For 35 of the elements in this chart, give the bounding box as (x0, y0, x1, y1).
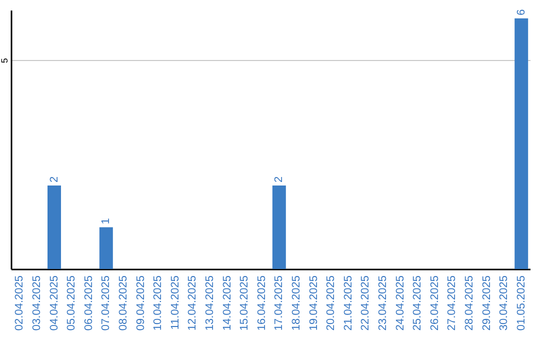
x-tick-label: 05.04.2025 (66, 276, 78, 331)
x-tick-label: 03.04.2025 (30, 276, 43, 331)
x-tick-label: 07.04.2025 (100, 276, 112, 331)
x-tick-label: 13.04.2025 (204, 276, 216, 331)
x-tick-label: 28.04.2025 (463, 276, 476, 331)
x-tick-label: 20.04.2025 (325, 276, 338, 331)
x-tick-label: 29.04.2025 (480, 276, 493, 331)
data-label: 1 (100, 218, 112, 224)
x-tick-label: 06.04.2025 (82, 276, 95, 331)
x-tick-label: 24.04.2025 (394, 276, 406, 331)
data-label: 2 (273, 176, 286, 182)
x-tick-label: 14.04.2025 (221, 276, 234, 331)
y-tick-label: 5 (0, 58, 10, 64)
x-tick-label: 30.04.2025 (498, 276, 510, 331)
data-label: 2 (48, 176, 60, 182)
x-tick-label: 25.04.2025 (412, 276, 424, 331)
x-tick-label: 15.04.2025 (238, 276, 251, 331)
x-tick-label: 08.04.2025 (117, 276, 130, 331)
x-tick-label: 26.04.2025 (428, 276, 441, 331)
x-tick-label: 17.04.2025 (273, 276, 286, 331)
x-tick-label: 21.04.2025 (342, 276, 354, 331)
x-tick-label: 01.05.2025 (515, 276, 528, 331)
x-tick-label: 04.04.2025 (48, 276, 60, 331)
x-tick-label: 16.04.2025 (256, 276, 268, 331)
x-tick-label: 23.04.2025 (376, 276, 389, 331)
x-tick-label: 12.04.2025 (186, 276, 199, 331)
x-tick-label: 19.04.2025 (308, 276, 320, 331)
x-tick-label: 10.04.2025 (152, 276, 164, 331)
x-tick-label: 11.04.2025 (169, 276, 182, 330)
data-label: 6 (515, 9, 528, 16)
x-tick-label: 27.04.2025 (446, 276, 458, 331)
x-tick-label: 22.04.2025 (360, 276, 372, 331)
x-tick-label: 02.04.2025 (14, 276, 26, 331)
x-tick-label: 18.04.2025 (290, 276, 302, 331)
x-tick-label: 09.04.2025 (134, 276, 147, 331)
